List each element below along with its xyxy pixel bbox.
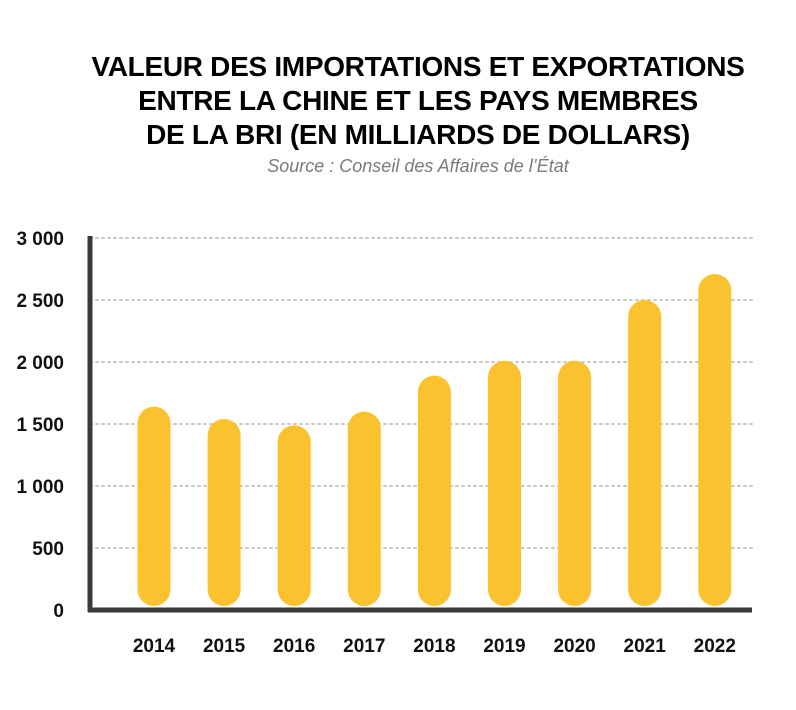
- x-tick-label: 2015: [203, 636, 246, 657]
- x-tick-label: 2020: [553, 636, 595, 657]
- x-tick-label: 2014: [133, 636, 176, 657]
- x-tick-label: 2017: [343, 636, 385, 657]
- chart-header: VALEUR DES IMPORTATIONS ET EXPORTATIONS …: [0, 50, 796, 177]
- chart-title-line-1: VALEUR DES IMPORTATIONS ET EXPORTATIONS: [91, 51, 745, 82]
- x-tick-label: 2021: [624, 636, 667, 657]
- chart-title-line-2: ENTRE LA CHINE ET LES PAYS MEMBRES: [138, 85, 698, 116]
- y-tick-label: 0: [53, 601, 64, 622]
- x-tick-label: 2016: [273, 636, 315, 657]
- y-axis-tick-labels: 0 500 1 000 1 500 2 000 2 500 3 000: [16, 229, 64, 622]
- bar: [417, 375, 451, 606]
- bar: [347, 411, 381, 606]
- bar: [277, 425, 311, 606]
- y-tick-label: 2 500: [16, 291, 64, 312]
- y-tick-label: 3 000: [16, 229, 64, 250]
- chart-title-line-3: DE LA BRI (EN MILLIARDS DE DOLLARS): [146, 119, 690, 150]
- bar: [698, 273, 732, 606]
- y-tick-label: 500: [32, 539, 64, 560]
- bar: [628, 300, 662, 606]
- x-tick-label: 2018: [413, 636, 455, 657]
- y-tick-label: 1 000: [16, 477, 64, 498]
- bar: [207, 419, 241, 606]
- bars: [137, 273, 732, 606]
- bar: [488, 360, 521, 606]
- x-tick-label: 2019: [483, 636, 525, 657]
- x-axis-tick-labels: 2014 2015 2016 2017 2018 2019 2020 2021 2022: [133, 636, 736, 657]
- bar: [558, 360, 592, 606]
- chart-source: Source : Conseil des Affaires de l’État: [267, 156, 569, 176]
- axes: [87, 236, 752, 613]
- y-tick-label: 2 000: [16, 353, 64, 374]
- y-tick-label: 1 500: [16, 415, 64, 436]
- x-tick-label: 2022: [694, 636, 736, 657]
- bar: [137, 406, 171, 606]
